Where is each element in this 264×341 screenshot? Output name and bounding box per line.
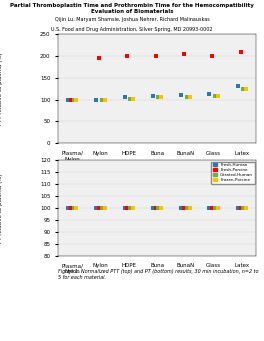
Point: [156, 205, 161, 211]
Point: [187, 94, 192, 99]
Point: [210, 53, 214, 59]
Point: [213, 205, 217, 211]
Point: [159, 205, 163, 211]
Point: [238, 49, 243, 54]
Point: [131, 205, 135, 211]
Point: [207, 205, 211, 211]
Point: [66, 97, 70, 102]
Point: [179, 205, 183, 211]
Point: [207, 92, 211, 97]
Point: [235, 84, 240, 89]
Point: [159, 95, 163, 100]
Point: [122, 205, 127, 211]
Y-axis label: PTT relative to plasma (%): PTT relative to plasma (%): [0, 53, 3, 125]
Point: [154, 205, 158, 211]
Point: [103, 97, 107, 102]
Legend: Fresh-Human, Fresh-Porcine, Citrated-Human, Frozen-Porcine: Fresh-Human, Fresh-Porcine, Citrated-Hum…: [211, 162, 255, 183]
Point: [128, 205, 132, 211]
Point: [100, 205, 104, 211]
Point: [94, 97, 98, 102]
Point: [238, 205, 243, 211]
Point: [128, 96, 132, 101]
Point: [66, 205, 70, 211]
Point: [216, 205, 220, 211]
Point: [241, 86, 246, 91]
Point: [182, 205, 186, 211]
Point: [103, 205, 107, 211]
Point: [125, 205, 129, 211]
Point: [187, 205, 192, 211]
Point: [241, 205, 246, 211]
Point: [235, 205, 240, 211]
Point: [185, 94, 189, 99]
Point: [185, 205, 189, 211]
Y-axis label: PT relative to plasma (%): PT relative to plasma (%): [0, 173, 3, 243]
Point: [213, 93, 217, 99]
Point: [74, 205, 79, 211]
Point: [100, 97, 104, 102]
Point: [216, 93, 220, 99]
Point: [122, 95, 127, 100]
Text: U.S. Food and Drug Administration, Silver Spring, MD 20993-0002: U.S. Food and Drug Administration, Silve…: [51, 27, 213, 32]
Point: [74, 97, 79, 102]
Point: [69, 205, 73, 211]
Point: [72, 97, 76, 102]
Text: Figure 1. Normalized PTT (top) and PT (bottom) results, 30 min incubation, n=2 t: Figure 1. Normalized PTT (top) and PT (b…: [58, 269, 258, 280]
Point: [94, 205, 98, 211]
Point: [244, 205, 248, 211]
Point: [179, 92, 183, 98]
Point: [210, 205, 214, 211]
Point: [69, 97, 73, 102]
Point: [97, 55, 101, 61]
Point: [156, 95, 161, 100]
Point: [97, 205, 101, 211]
Point: [151, 93, 155, 99]
Point: [182, 51, 186, 57]
Point: [154, 53, 158, 59]
Text: Partial Thromboplastin Time and Prothrombin Time for the Hemocompatibility Evalu: Partial Thromboplastin Time and Prothrom…: [10, 3, 254, 14]
Text: Qijin Lu, Maryam Shamsie, Joshua Nehrer, Richard Malinauskas: Qijin Lu, Maryam Shamsie, Joshua Nehrer,…: [55, 17, 209, 22]
Point: [244, 86, 248, 91]
Point: [151, 205, 155, 211]
Point: [131, 96, 135, 101]
Point: [72, 205, 76, 211]
Point: [125, 53, 129, 59]
